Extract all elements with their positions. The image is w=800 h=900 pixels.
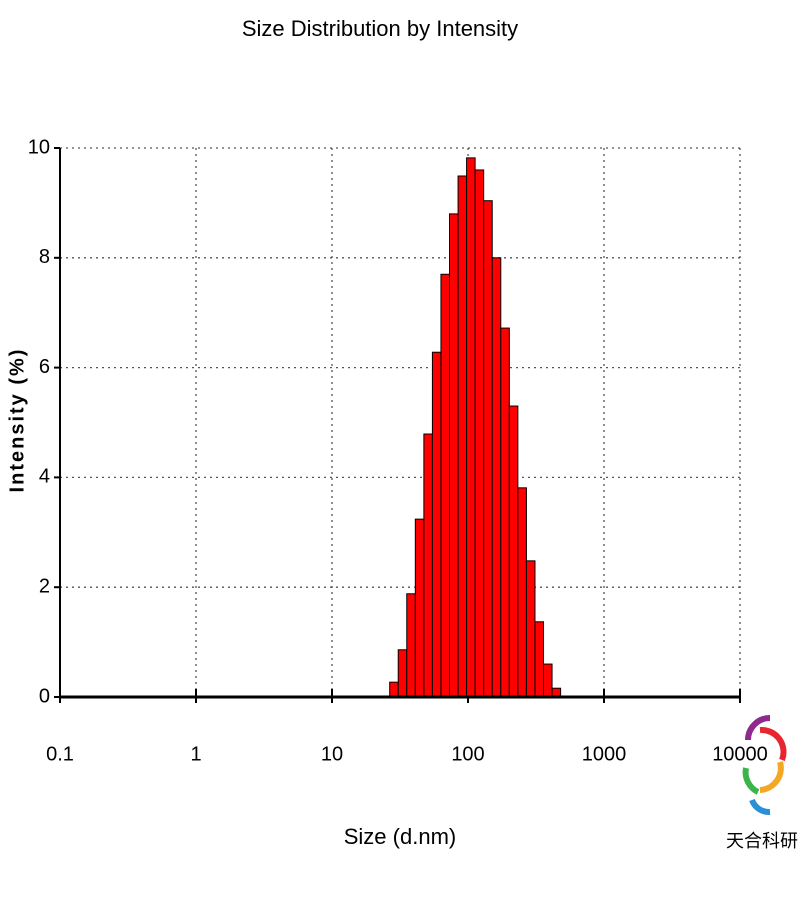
bar bbox=[406, 593, 416, 698]
y-tick-label: 8 bbox=[39, 246, 50, 268]
bar bbox=[483, 200, 493, 698]
y-tick-label: 10 bbox=[28, 136, 50, 158]
x-tick-label: 1000 bbox=[582, 743, 627, 765]
y-axis-label: Intensity (%) bbox=[6, 348, 28, 493]
bar bbox=[449, 213, 459, 698]
watermark-text: 天合科研 bbox=[726, 831, 798, 851]
x-tick-label: 10 bbox=[321, 743, 343, 765]
bar bbox=[389, 681, 399, 698]
bar bbox=[397, 649, 408, 698]
x-tick-label: 0.1 bbox=[46, 743, 74, 765]
watermark-logo bbox=[742, 715, 787, 815]
bar bbox=[500, 327, 510, 698]
bar bbox=[466, 157, 476, 698]
x-tick-label: 100 bbox=[451, 743, 484, 765]
bar bbox=[440, 273, 451, 698]
x-axis-label: Size (d.nm) bbox=[344, 824, 456, 849]
bar bbox=[543, 663, 553, 698]
bar bbox=[431, 351, 442, 698]
bar bbox=[423, 433, 433, 698]
bar bbox=[474, 169, 485, 698]
bar bbox=[517, 487, 527, 698]
x-tick-label: 1 bbox=[190, 743, 201, 765]
x-tick-label: 10000 bbox=[712, 743, 768, 765]
bar bbox=[525, 560, 536, 698]
y-tick-label: 2 bbox=[39, 575, 50, 597]
bar bbox=[508, 405, 519, 698]
y-tick-label: 6 bbox=[39, 356, 50, 378]
y-tick-label: 4 bbox=[39, 466, 50, 488]
bar bbox=[457, 175, 468, 698]
chart-title: Size Distribution by Intensity bbox=[242, 16, 518, 41]
y-tick-label: 0 bbox=[39, 685, 50, 707]
bar bbox=[534, 621, 545, 698]
bar bbox=[491, 257, 502, 698]
bar bbox=[414, 518, 425, 698]
